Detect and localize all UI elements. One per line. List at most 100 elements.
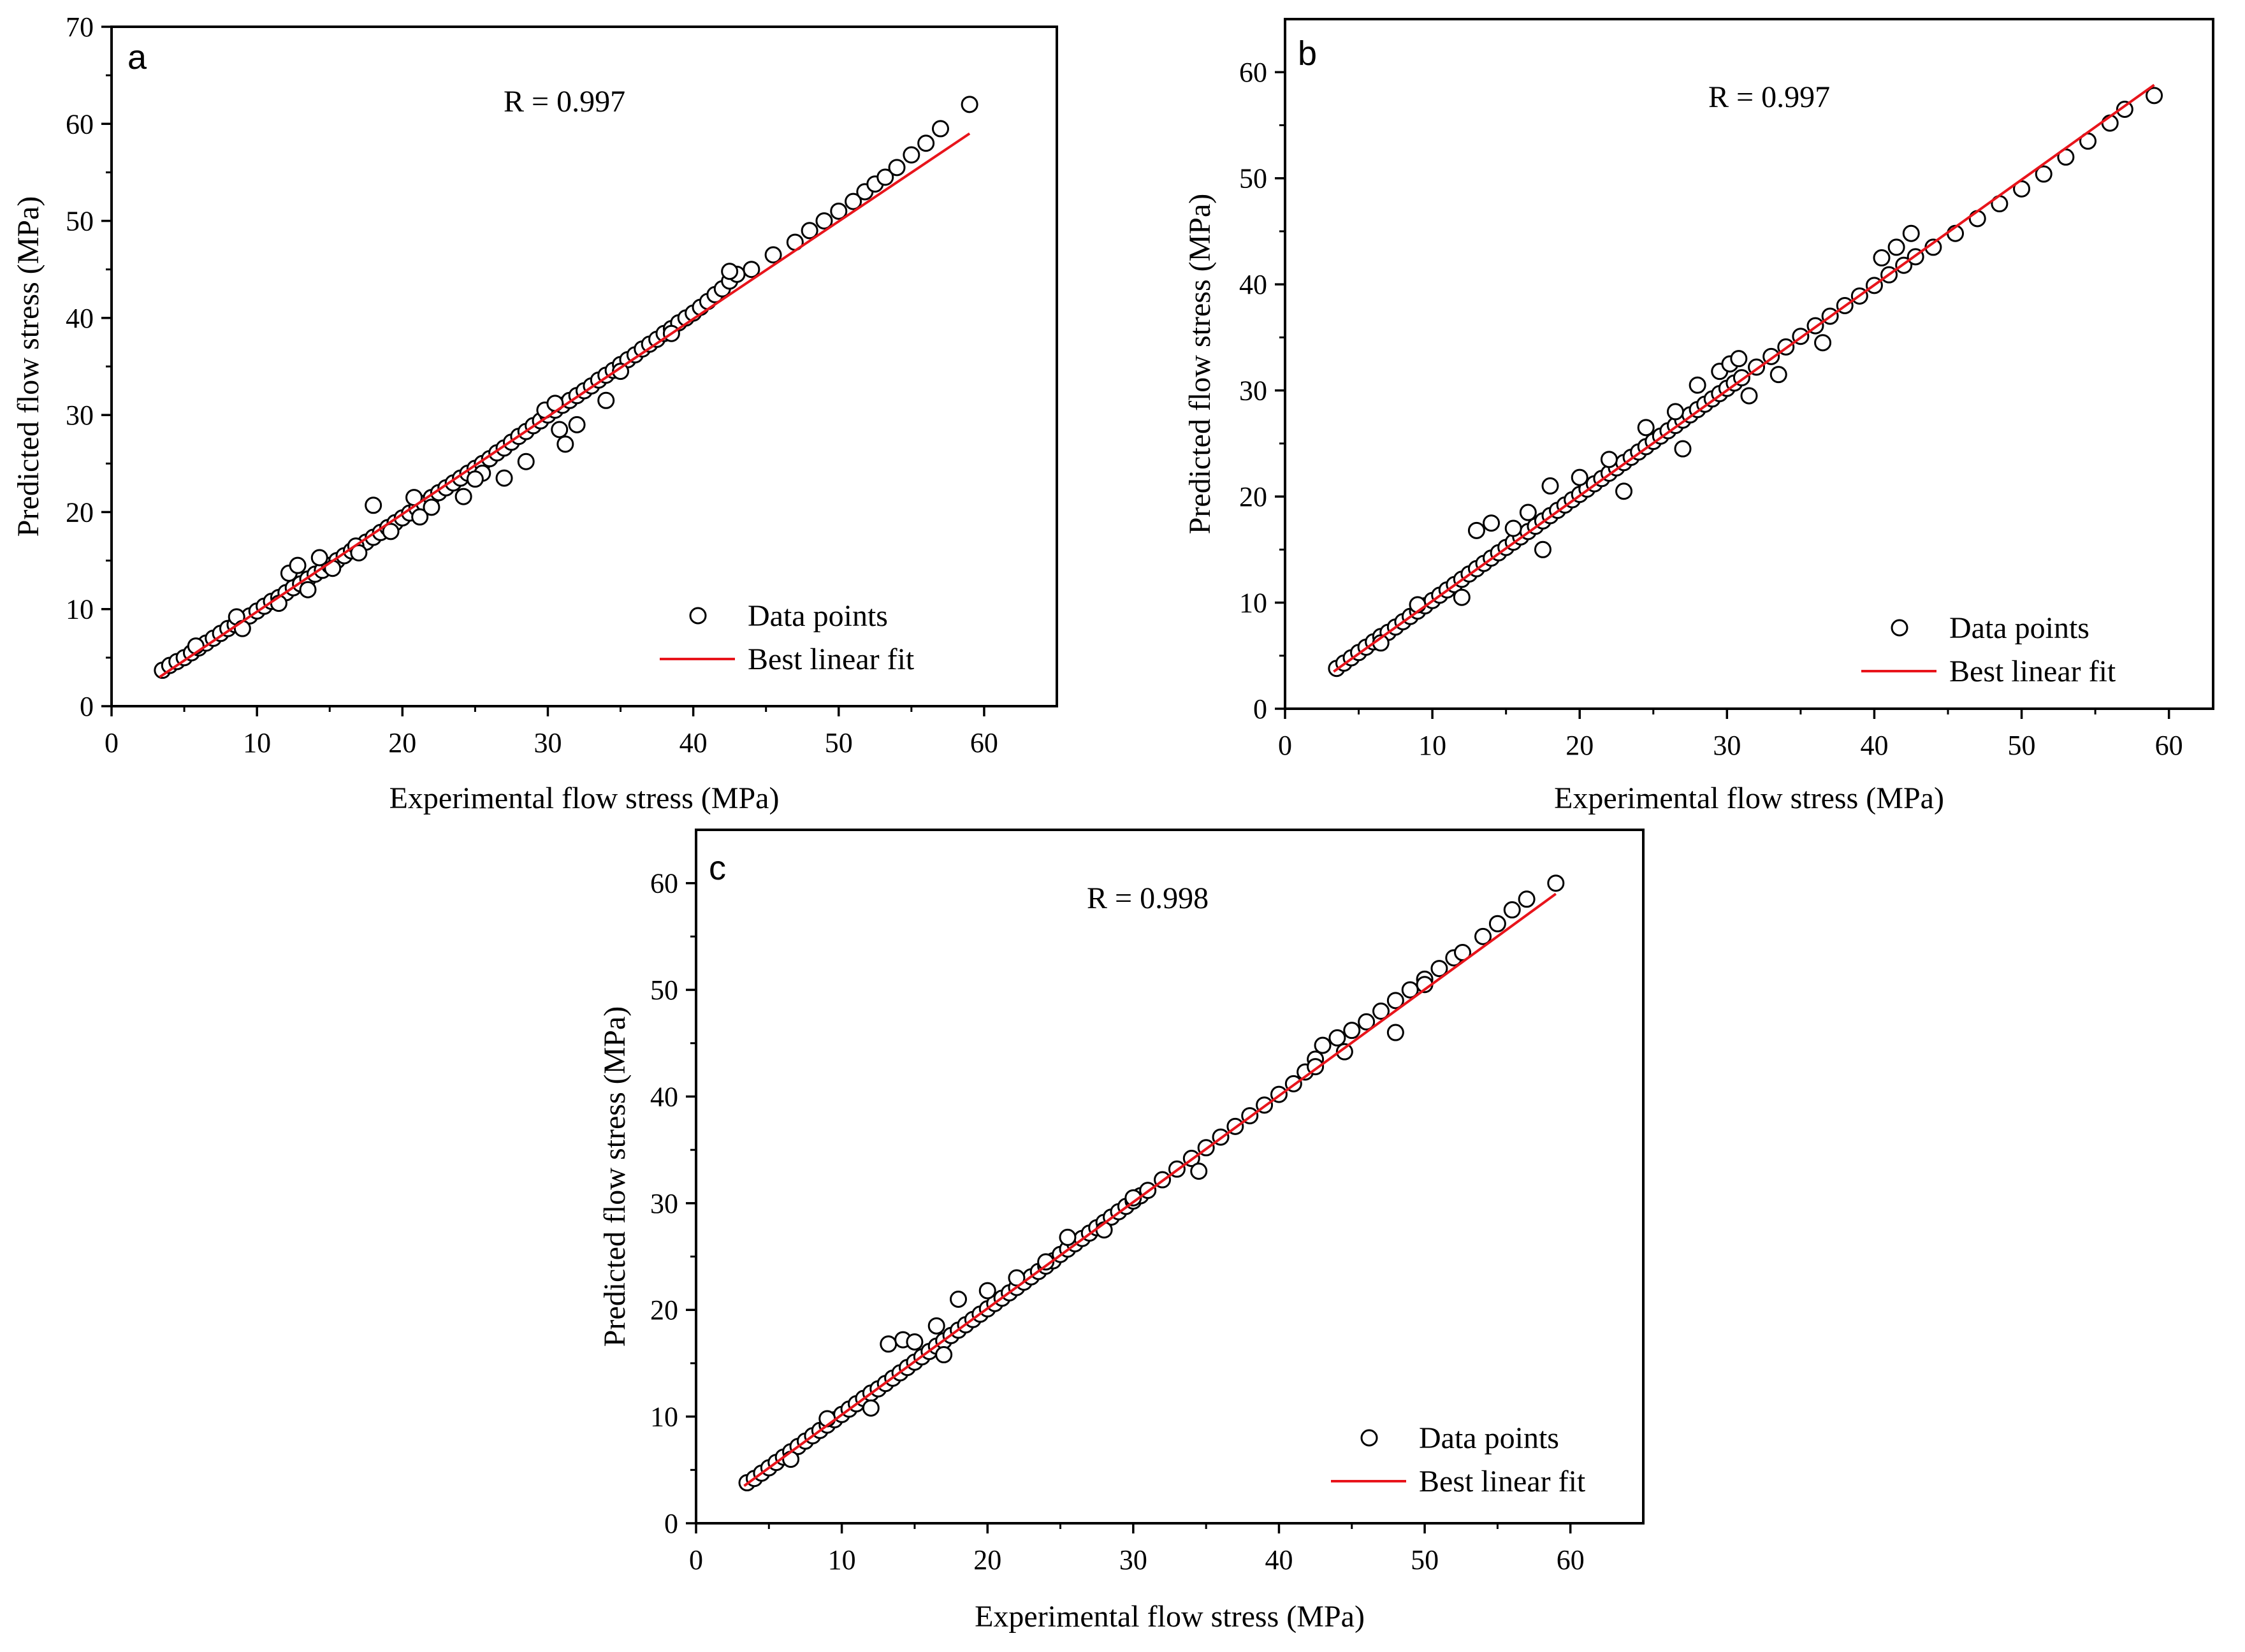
data-point — [2146, 87, 2163, 105]
data-point — [1372, 1003, 1390, 1020]
data-point — [1503, 901, 1521, 919]
legend-marker-points — [689, 607, 707, 625]
x-tick-label: 40 — [679, 727, 708, 758]
data-point — [935, 1346, 953, 1364]
x-axis-label: Experimental flow stress (MPa) — [975, 1600, 1365, 1634]
data-point — [1968, 210, 1986, 228]
chart-panel-b: 0 10 20 30 40 50 60 0 10 20 30 40 50 60 Experimental f… — [1183, 18, 2214, 815]
y-tick-label: 60 — [1239, 57, 1267, 88]
data-point — [1335, 1043, 1353, 1061]
x-tick-label: 60 — [1557, 1544, 1585, 1576]
panel-letter: a — [127, 38, 147, 76]
data-point — [1401, 981, 1419, 999]
panel-letter: c — [709, 849, 726, 887]
y-tick-label: 30 — [650, 1188, 678, 1219]
y-tick-label: 40 — [1239, 269, 1267, 300]
y-axis-label: Predicted flow stress (MPa) — [11, 196, 45, 537]
data-point — [903, 146, 920, 164]
data-point — [1674, 440, 1692, 458]
r-value-annotation: R = 0.997 — [1708, 80, 1830, 114]
y-tick-label: 40 — [66, 303, 94, 334]
data-point — [815, 212, 833, 230]
data-point — [1814, 334, 1832, 352]
data-point — [411, 508, 429, 526]
data-point — [1902, 224, 1920, 242]
data-point — [906, 1333, 924, 1351]
data-point — [782, 1451, 800, 1468]
x-tick-label: 50 — [1411, 1544, 1439, 1576]
r-value-annotation: R = 0.998 — [1087, 881, 1209, 915]
y-tick-label: 30 — [66, 400, 94, 431]
data-point — [454, 488, 472, 505]
x-tick-label: 10 — [828, 1544, 856, 1576]
data-point — [423, 498, 440, 516]
data-point — [1008, 1269, 1026, 1287]
data-point — [1666, 403, 1684, 421]
data-point — [1873, 249, 1891, 267]
x-tick-label: 0 — [105, 727, 119, 758]
data-point — [2035, 165, 2052, 183]
legend-label-points: Data points — [1419, 1421, 1559, 1455]
x-tick-label: 30 — [1713, 730, 1741, 761]
data-point — [1615, 482, 1633, 500]
data-point — [556, 435, 574, 453]
y-tick-label: 10 — [650, 1402, 678, 1433]
x-tick-label: 30 — [1119, 1544, 1147, 1576]
y-tick-label: 20 — [650, 1294, 678, 1326]
y-axis-label: Predicted flow stress (MPa) — [1183, 194, 1217, 535]
x-tick-label: 20 — [1566, 730, 1594, 761]
data-point — [1454, 943, 1472, 961]
y-tick-label: 20 — [66, 496, 94, 528]
data-point — [801, 222, 818, 240]
data-point — [310, 549, 328, 567]
data-point — [1541, 477, 1559, 495]
legend-marker-points — [1360, 1429, 1378, 1447]
legend-label-points: Data points — [748, 599, 888, 633]
x-tick-label: 20 — [973, 1544, 1001, 1576]
panel-letter: b — [1298, 34, 1317, 73]
data-point — [1190, 1163, 1208, 1180]
x-axis-label: Experimental flow stress (MPa) — [1554, 781, 1944, 815]
y-tick-label: 0 — [664, 1508, 678, 1539]
legend-label-fit: Best linear fit — [748, 642, 915, 676]
x-tick-label: 0 — [1278, 730, 1292, 761]
x-tick-label: 50 — [825, 727, 853, 758]
data-point — [862, 1399, 880, 1417]
x-tick-label: 30 — [534, 727, 562, 758]
data-point — [1343, 1022, 1361, 1040]
data-point — [917, 134, 935, 152]
x-axis-label: Experimental flow stress (MPa) — [389, 781, 780, 815]
data-point — [1519, 504, 1537, 521]
data-point — [1453, 588, 1471, 606]
data-point — [880, 1335, 897, 1353]
data-point — [382, 523, 400, 540]
data-point — [1467, 521, 1485, 539]
data-point — [597, 391, 615, 409]
data-point — [1740, 387, 1758, 405]
data-point — [1430, 960, 1448, 978]
data-point — [1504, 519, 1522, 537]
data-point — [931, 120, 949, 138]
y-tick-label: 0 — [1253, 693, 1267, 725]
best-fit-line — [1333, 83, 2155, 673]
chart-panel-c: 0 10 20 30 40 50 60 0 10 20 30 40 50 60 Experimental f… — [598, 829, 1645, 1634]
data-point — [233, 620, 251, 637]
y-tick-label: 20 — [1239, 481, 1267, 512]
plot-frame — [695, 829, 1645, 1525]
data-point — [845, 192, 862, 210]
data-point — [1488, 915, 1506, 932]
data-point — [1483, 514, 1500, 532]
data-point — [888, 159, 906, 177]
data-point — [2116, 100, 2133, 118]
data-point — [365, 496, 382, 514]
data-point — [1534, 540, 1551, 558]
y-tick-label: 70 — [66, 11, 94, 43]
y-tick-label: 50 — [1239, 163, 1267, 194]
data-point — [568, 416, 586, 433]
x-tick-label: 50 — [2008, 730, 2036, 761]
data-point — [1518, 890, 1536, 908]
x-tick-label: 10 — [1418, 730, 1446, 761]
x-tick-label: 60 — [970, 727, 998, 758]
data-point — [743, 261, 760, 279]
